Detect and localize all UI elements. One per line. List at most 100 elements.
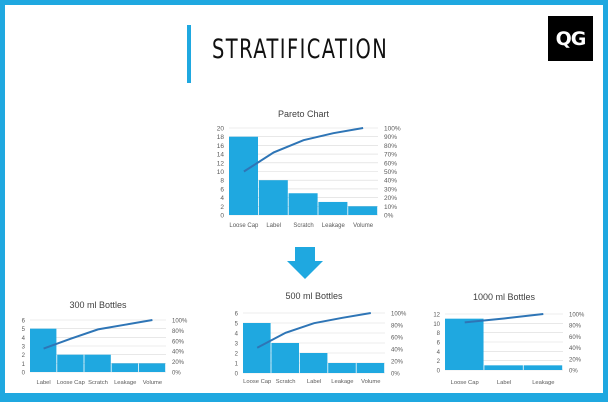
y2-tick-label: 30% [384,186,397,193]
bar [271,343,299,373]
y2-tick-label: 40% [569,346,582,352]
bar [523,365,563,370]
bar [299,353,328,373]
y2-tick-label: 40% [172,350,185,356]
x-category-label: Label [307,379,321,385]
y-tick-label: 2 [22,353,26,359]
x-category-label: Loose Cap [229,223,259,229]
y-tick-label: 4 [220,195,224,202]
y-tick-label: 10 [217,169,225,176]
y2-tick-label: 90% [384,134,397,141]
y2-tick-label: 70% [384,152,397,159]
x-category-label: Label [37,380,51,386]
y2-tick-label: 60% [391,336,404,342]
cumulative-line [256,312,371,349]
y2-tick-label: 60% [172,339,185,345]
y2-tick-label: 20% [391,360,404,366]
bar [258,180,288,215]
y2-tick-label: 10% [384,204,397,211]
cumulative-line [464,313,544,324]
y2-tick-label: 80% [172,329,185,335]
bar [138,363,166,372]
bar [84,354,111,372]
y-tick-label: 4 [235,332,239,338]
y2-tick-label: 50% [384,169,397,176]
y-tick-label: 0 [220,213,224,220]
x-category-label: Loose Cap [243,379,271,385]
bar [57,354,84,372]
y2-tick-label: 60% [569,335,582,341]
x-category-label: Scratch [276,379,296,385]
y-tick-label: 8 [220,178,224,185]
pareto-chart-1000ml: 1000 ml Bottles 0 2 4 6 8 10 12 0% 20% 40% 60% 80% 10… [433,292,585,386]
x-category-label: Leakage [532,380,554,386]
y2-tick-label: 60% [384,160,397,167]
x-category-label: Label [497,380,511,386]
y-tick-label: 4 [437,350,441,356]
y-tick-label: 6 [235,312,239,318]
y2-tick-label: 100% [172,319,188,325]
page-title: STRATIFICATION [212,34,389,65]
x-category-label: Volume [143,380,162,386]
x-category-label: Leakage [331,379,353,385]
y2-tick-label: 80% [384,143,397,150]
x-category-label: Loose Cap [57,380,85,386]
y-tick-label: 2 [437,359,441,365]
bar [243,323,271,373]
pareto-chart-300ml: 300 ml Bottles01234560%20%40%60%80%100%L… [22,300,188,386]
x-category-label: Volume [361,379,380,385]
y-tick-label: 0 [235,372,239,378]
y-tick-label: 1 [22,362,26,368]
bar [318,201,348,215]
bar [111,363,138,372]
y2-tick-label: 40% [391,348,404,354]
bar [30,328,57,372]
y-tick-label: 6 [22,319,26,325]
y-tick-label: 3 [235,342,239,348]
y-tick-label: 0 [22,371,26,377]
y-tick-label: 2 [220,204,224,211]
x-category-label: Scratch [88,380,108,386]
y2-tick-label: 20% [569,357,582,363]
x-category-label: Scratch [293,223,313,229]
y-tick-label: 0 [437,369,441,375]
y-tick-label: 12 [433,313,440,319]
y-tick-label: 1 [235,362,239,368]
y2-tick-label: 100% [569,313,585,319]
chart-title: Pareto Chart [278,109,330,119]
y-tick-label: 5 [235,322,239,328]
x-category-label: Loose Cap [451,380,479,386]
bar [484,365,523,370]
x-category-label: Label [266,223,281,229]
y-tick-label: 8 [437,331,441,337]
y2-tick-label: 80% [569,324,582,330]
y-tick-label: 12 [217,160,225,167]
y-tick-label: 6 [220,186,224,193]
qg-logo: QG [548,16,593,61]
y2-tick-label: 80% [391,324,404,330]
y-tick-label: 18 [217,134,225,141]
y-tick-label: 20 [217,126,225,133]
y2-tick-label: 0% [384,213,394,220]
y2-tick-label: 100% [391,312,407,318]
y-tick-label: 10 [433,322,440,328]
bar [445,318,484,370]
title-accent-bar [187,25,191,83]
y2-tick-label: 0% [569,369,578,375]
x-category-label: Leakage [322,223,346,229]
cumulative-line [43,319,153,350]
pareto-chart-500ml: 500 ml Bottles01234560%20%40%60%80%100%L… [235,291,407,385]
x-category-label: Volume [353,223,374,229]
y-tick-label: 3 [22,345,26,351]
bar [229,136,258,215]
y2-tick-label: 20% [384,195,397,202]
y-tick-label: 4 [22,336,26,342]
x-category-label: Leakage [114,380,136,386]
y2-tick-label: 20% [172,360,185,366]
chart-title: 300 ml Bottles [69,300,127,310]
y2-tick-label: 100% [384,126,401,133]
y2-tick-label: 40% [384,178,397,185]
chart-title: 500 ml Bottles [285,291,343,301]
y2-tick-label: 0% [391,372,400,378]
